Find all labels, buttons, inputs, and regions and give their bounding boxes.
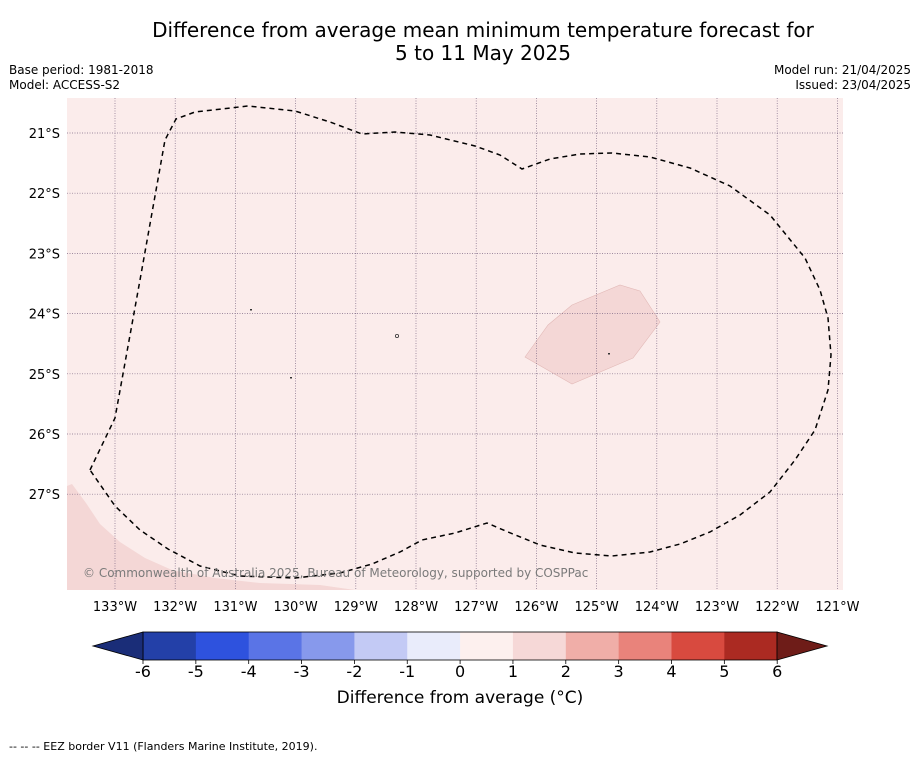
colorbar-tick-label: 0 [455,662,465,681]
longitude-label: 128°W [394,600,438,615]
longitude-label: 125°W [575,600,619,615]
copyright-notice: © Commonwealth of Australia 2025, Bureau… [83,566,588,580]
colorbar-tick-label: -1 [399,662,415,681]
longitude-label: 121°W [815,600,859,615]
colorbar-tick-label: 6 [772,662,782,681]
colorbar-cell [618,632,672,660]
issued-date: Issued: 23/04/2025 [795,78,911,92]
longitude-label: 129°W [334,600,378,615]
warm-anomaly-area-southwest [67,484,355,590]
longitude-labels: 133°W 132°W 131°W 130°W 129°W 128°W 127°W 126°W… [93,600,860,615]
longitude-label: 133°W [93,600,137,615]
colorbar-label: Difference from average (°C) [336,688,584,708]
colorbar-cell [460,632,514,660]
colorbar-cell [143,632,197,660]
map-background [67,98,843,590]
colorbar-cell [248,632,303,660]
model-name: Model: ACCESS-S2 [9,78,121,92]
longitude-label: 130°W [274,600,318,615]
meta-left: Base period: 1981-2018 Model: ACCESS-S2 [9,63,154,93]
colorbar-cell [407,632,461,660]
title-line-1: Difference from average mean minimum tem… [152,18,814,42]
eez-legend-note: -- -- -- EEZ border V11 (Flanders Marine… [9,740,318,753]
colorbar-tick-label: -3 [294,662,310,681]
colorbar-tick-label: 4 [666,662,676,681]
latitude-labels: 21°S 22°S 23°S 24°S 25°S 26°S 27°S [29,127,60,503]
longitude-label: 124°W [635,600,679,615]
longitude-label: 131°W [213,600,257,615]
latitude-label: 26°S [29,428,60,443]
longitude-label: 127°W [454,600,498,615]
model-run: Model run: 21/04/2025 [773,63,911,77]
longitude-label: 132°W [153,600,197,615]
colorbar-under-arrow [91,631,144,661]
colorbar-cell [565,632,620,660]
island-marker [608,353,610,355]
latitude-label: 27°S [29,488,60,503]
colorbar-cell [724,632,778,660]
colorbar-tick-label: 5 [719,662,729,681]
colorbar-cell [301,632,355,660]
island-marker [394,333,399,338]
graticule [67,98,843,590]
longitude-label: 122°W [755,600,799,615]
colorbar-over-arrow [776,631,829,661]
longitude-label: 123°W [695,600,739,615]
colorbar-cells [142,631,778,661]
colorbar-cell [512,632,567,660]
colorbar-cell [354,632,408,660]
chart-title: Difference from average mean minimum tem… [0,19,919,65]
colorbar-tick-label: -2 [346,662,362,681]
colorbar-ticks: -6 -5 -4 -3 -2 -1 0 1 2 3 4 5 6 [135,660,782,681]
eez-border [89,105,832,579]
title-line-2: 5 to 11 May 2025 [395,41,571,65]
meta-right: Model run: 21/04/2025 Issued: 23/04/2025 [774,63,911,93]
colorbar-tick-label: 2 [561,662,571,681]
latitude-label: 22°S [29,187,60,202]
island-marker [250,309,252,311]
colorbar-tick-label: -5 [188,662,204,681]
colorbar-tick-label: 3 [614,662,624,681]
colorbar-cell [195,632,250,660]
latitude-label: 23°S [29,247,60,262]
latitude-label: 25°S [29,368,60,383]
colorbar-tick-label: 1 [508,662,518,681]
longitude-label: 126°W [514,600,558,615]
colorbar-cell [671,632,725,660]
base-period: Base period: 1981-2018 [9,63,154,77]
colorbar-tick-label: -4 [241,662,257,681]
colorbar-tick-label: -6 [135,662,151,681]
warm-anomaly-area-central [524,284,661,385]
latitude-label: 21°S [29,127,60,142]
latitude-label: 24°S [29,308,60,323]
island-marker [290,377,292,379]
